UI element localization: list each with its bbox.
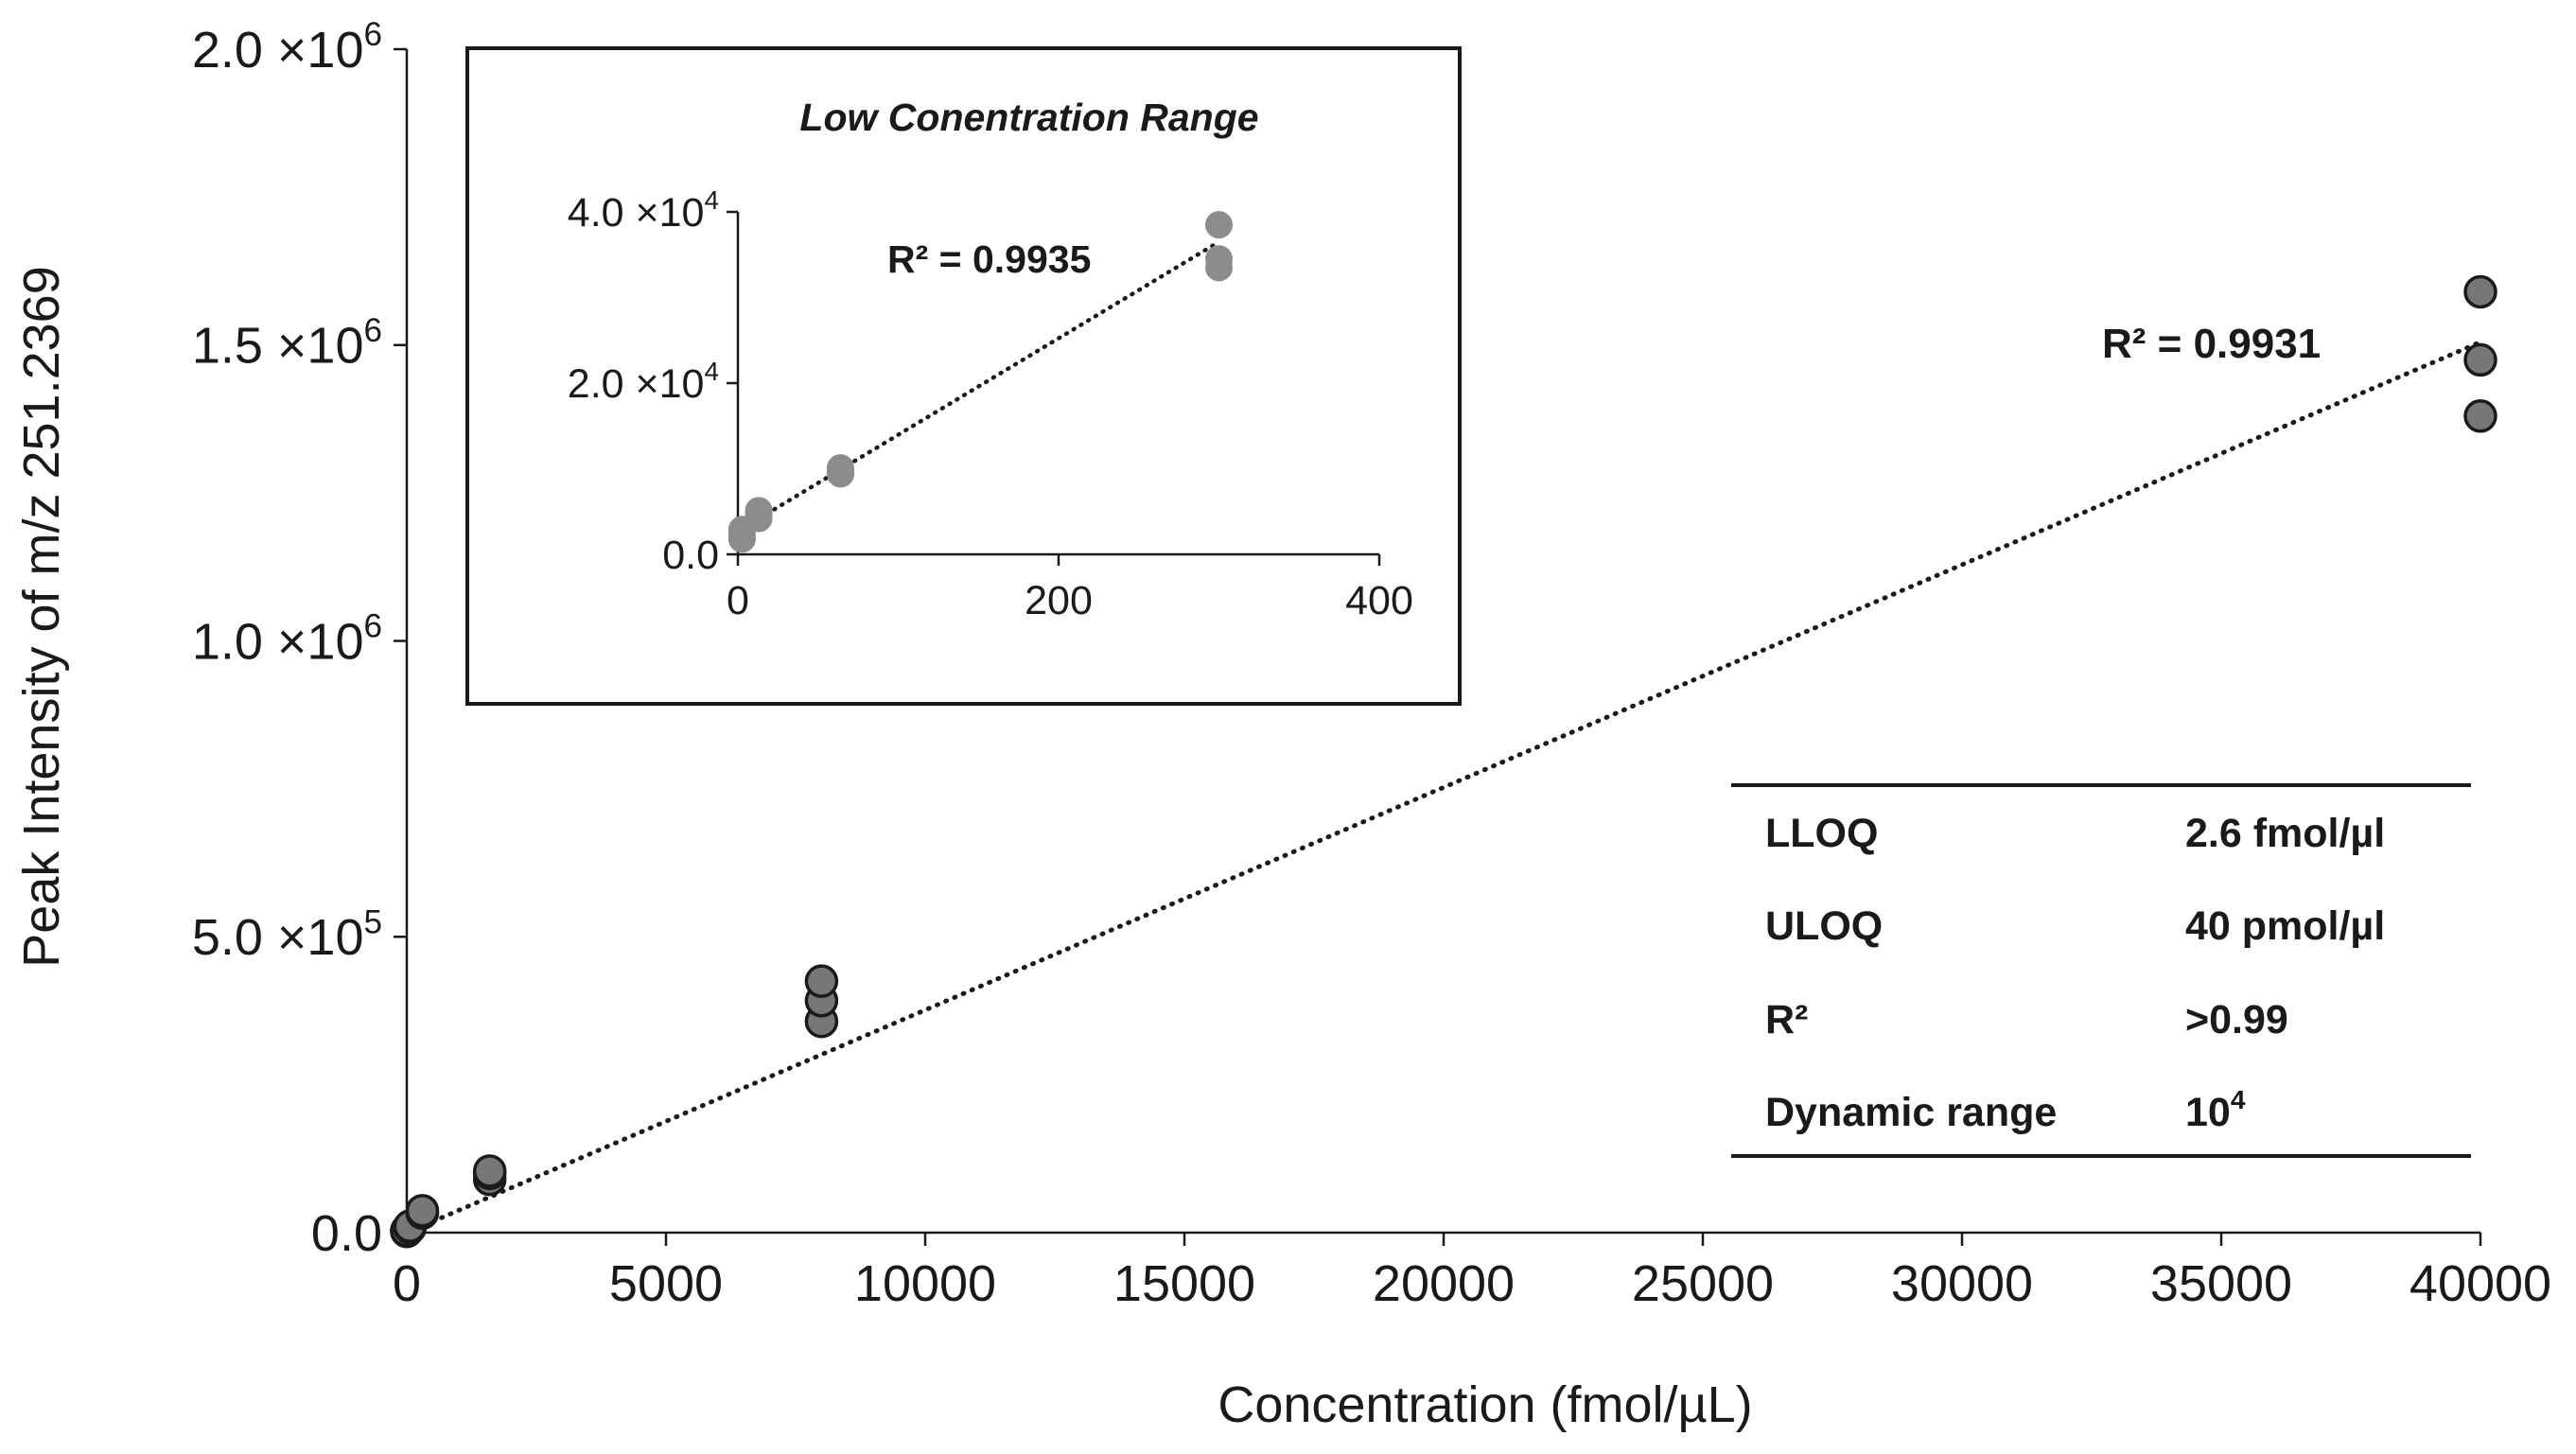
data-point: [1205, 211, 1233, 239]
y-tick-label: 2.0 ×106: [192, 16, 382, 79]
y-tick-label: 4.0 ×104: [568, 185, 719, 236]
y-tick-mantissa: 5.0 ×10: [192, 909, 364, 966]
data-point: [472, 1154, 507, 1188]
main-x-axis-label: Concentration (fmol/µL): [1218, 1376, 1752, 1433]
y-tick-exponent: 5: [363, 903, 382, 940]
inset-r-squared-annotation: R² = 0.9935: [887, 237, 1091, 281]
y-tick-mantissa: 2.0 ×10: [568, 361, 705, 407]
x-tick-label: 15000: [1113, 1255, 1255, 1312]
y-tick-label: 5.0 ×105: [192, 903, 382, 966]
y-tick-mantissa: 1.0 ×10: [192, 613, 364, 670]
x-tick-label: 400: [1345, 578, 1413, 623]
x-tick-label: 0: [727, 578, 749, 623]
table-value-exponent: 4: [2231, 1085, 2246, 1114]
x-tick-label: 20000: [1373, 1255, 1515, 1312]
y-tick-exponent: 6: [363, 608, 382, 645]
table-row-label: R²: [1765, 997, 1808, 1042]
x-tick-label: 35000: [2150, 1255, 2292, 1312]
x-tick-label: 0: [393, 1255, 421, 1312]
y-tick-exponent: 6: [363, 16, 382, 53]
y-tick-mantissa: 0.0: [311, 1205, 382, 1262]
main-r-squared-annotation: R² = 0.9931: [2102, 321, 2321, 367]
table-row-label: Dynamic range: [1765, 1090, 2057, 1135]
inset-title: Low Conentration Range: [799, 96, 1258, 139]
y-tick-exponent: 4: [704, 185, 719, 215]
y-tick-label: 1.5 ×106: [192, 312, 382, 375]
y-tick-mantissa: 1.5 ×10: [192, 318, 364, 375]
data-point: [405, 1194, 440, 1228]
y-tick-mantissa: 2.0 ×10: [192, 22, 364, 79]
y-tick-exponent: 6: [363, 312, 382, 349]
table-row-value: 104: [2185, 1085, 2246, 1135]
data-point: [1205, 245, 1233, 273]
table-row-label: LLOQ: [1765, 811, 1878, 856]
main-data-points: [390, 274, 2497, 1249]
x-tick-label: 30000: [1891, 1255, 2033, 1312]
x-tick-label: 200: [1025, 578, 1093, 623]
main-y-axis-label: Peak Intensity of m/z 251.2369: [13, 266, 70, 967]
inset-frame: [465, 46, 1462, 706]
y-tick-mantissa: 4.0 ×10: [568, 190, 705, 236]
main-fit-line: [404, 340, 2483, 1235]
x-tick-label: 5000: [609, 1255, 723, 1312]
y-tick-label: 0.0: [662, 533, 719, 578]
y-tick-label: 2.0 ×104: [568, 357, 719, 407]
fit-line: [735, 239, 1221, 534]
y-tick-label: 1.0 ×106: [192, 608, 382, 671]
table-row-value: 2.6 fmol/µl: [2185, 811, 2385, 856]
table-row-value: 40 pmol/µl: [2185, 903, 2385, 949]
data-point: [2463, 274, 2497, 309]
data-point: [804, 964, 839, 998]
x-tick-label: 40000: [2410, 1255, 2551, 1312]
inset-x-ticks: 0 200 400: [727, 554, 1413, 623]
data-point: [826, 454, 854, 482]
data-point: [745, 497, 773, 525]
y-tick-mantissa: 0.0: [662, 533, 719, 578]
main-x-ticks: 0 5000 10000 15000 20000 25000 30000 35000 40000: [393, 1233, 2551, 1312]
fit-line: [404, 340, 2483, 1235]
data-point: [2463, 342, 2497, 377]
data-point: [2463, 399, 2497, 433]
table-value-base: 10: [2185, 1090, 2231, 1135]
table-row-label: ULOQ: [1765, 903, 1883, 949]
inset-data-points: [727, 211, 1233, 553]
y-tick-label: 0.0: [311, 1205, 382, 1262]
y-tick-exponent: 4: [704, 357, 719, 386]
x-tick-label: 25000: [1632, 1255, 1774, 1312]
summary-table: LLOQ 2.6 fmol/µl ULOQ 40 pmol/µl R² >0.9…: [1731, 783, 2471, 1158]
inset-fit-line: [735, 239, 1221, 534]
x-tick-label: 10000: [854, 1255, 996, 1312]
table-row-value: >0.99: [2185, 997, 2288, 1042]
